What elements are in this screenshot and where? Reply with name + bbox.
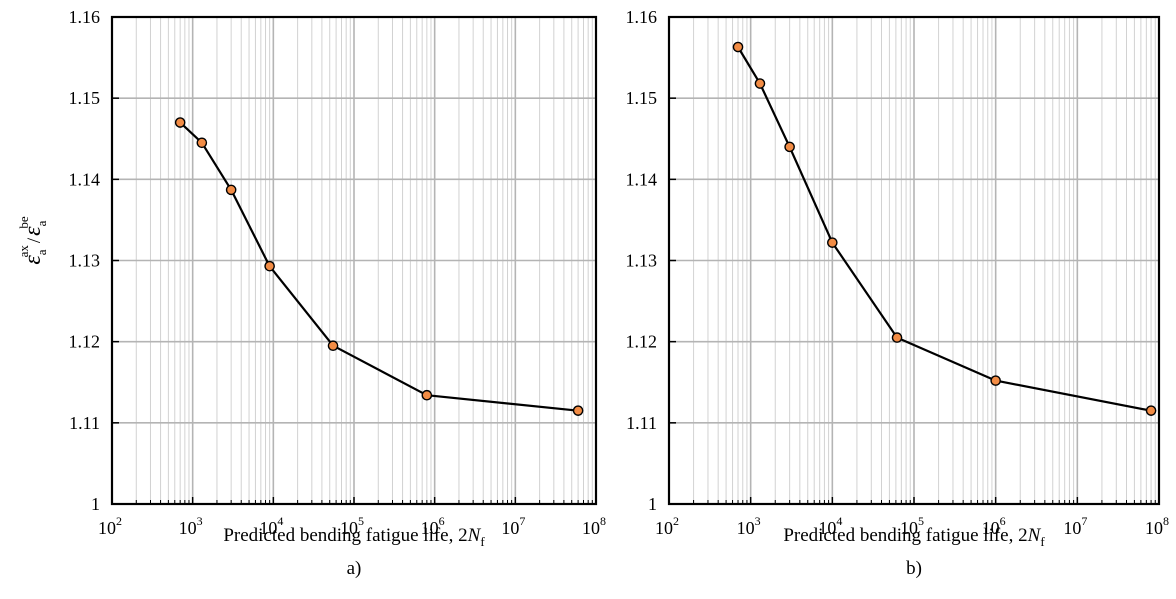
- x-tick-label: 106: [421, 514, 445, 538]
- x-tick-label: 106: [982, 514, 1006, 538]
- data-point: [891, 332, 903, 343]
- y-tick-label: 1.11: [69, 413, 100, 433]
- data-point: [784, 141, 795, 153]
- data-point: [196, 137, 208, 149]
- data-point: [827, 237, 838, 248]
- y-tick-label: 1: [91, 494, 100, 514]
- x-tick-label: 108: [582, 514, 606, 538]
- y-tick-label: 1.12: [69, 332, 101, 352]
- y-tick-label: 1.12: [626, 332, 658, 352]
- data-point: [990, 375, 1001, 386]
- y-tick-label: 1.16: [69, 7, 101, 27]
- data-point: [174, 117, 186, 128]
- x-tick-label: 108: [1145, 514, 1169, 538]
- data-point: [421, 389, 433, 401]
- y-tick-label: 1.16: [626, 7, 658, 27]
- y-tick-label: 1.14: [626, 169, 658, 189]
- x-tick-label: 102: [655, 514, 679, 538]
- x-tick-label: 107: [1063, 514, 1087, 538]
- chart-panel-a: 102 103 104 105 106 107 108 1 1.11 1.12 1.13 1.14 1.…: [16, 7, 606, 579]
- sub-caption: b): [906, 558, 922, 579]
- y-tick-label: 1.13: [626, 251, 658, 271]
- x-tick-label: 107: [501, 514, 525, 538]
- x-tick-label: 105: [340, 514, 364, 538]
- y-axis-title: εaax/εabe: [16, 216, 49, 265]
- data-point: [225, 184, 237, 196]
- x-tick-label: 102: [98, 514, 122, 538]
- y-tick-label: 1.13: [69, 251, 101, 271]
- sub-caption: a): [347, 558, 362, 579]
- x-tick-label: 104: [259, 514, 283, 538]
- x-axis-title: Predicted bending fatigue life, 2Nf: [223, 525, 485, 549]
- data-point: [1145, 405, 1157, 416]
- x-tick-label: 104: [818, 514, 842, 538]
- data-point: [732, 41, 744, 53]
- chart-panel-b: 102 103 104 105 106 107 108 1 1.11 1.12 1.13 1.14 1.…: [626, 7, 1170, 579]
- x-tick-label: 103: [179, 514, 203, 538]
- series-line: [179, 121, 579, 412]
- y-tick-label: 1: [648, 494, 657, 514]
- x-axis-title: Predicted bending fatigue life, 2Nf: [783, 525, 1045, 549]
- y-tick-label: 1.14: [69, 169, 101, 189]
- data-point: [572, 405, 584, 416]
- y-tick-label: 1.11: [626, 413, 657, 433]
- data-point: [327, 340, 339, 352]
- data-point: [264, 260, 275, 272]
- data-point: [754, 78, 766, 89]
- y-tick-label: 1.15: [626, 88, 658, 108]
- x-tick-label: 103: [737, 514, 761, 538]
- x-tick-label: 105: [900, 514, 924, 538]
- y-tick-label: 1.15: [69, 88, 101, 108]
